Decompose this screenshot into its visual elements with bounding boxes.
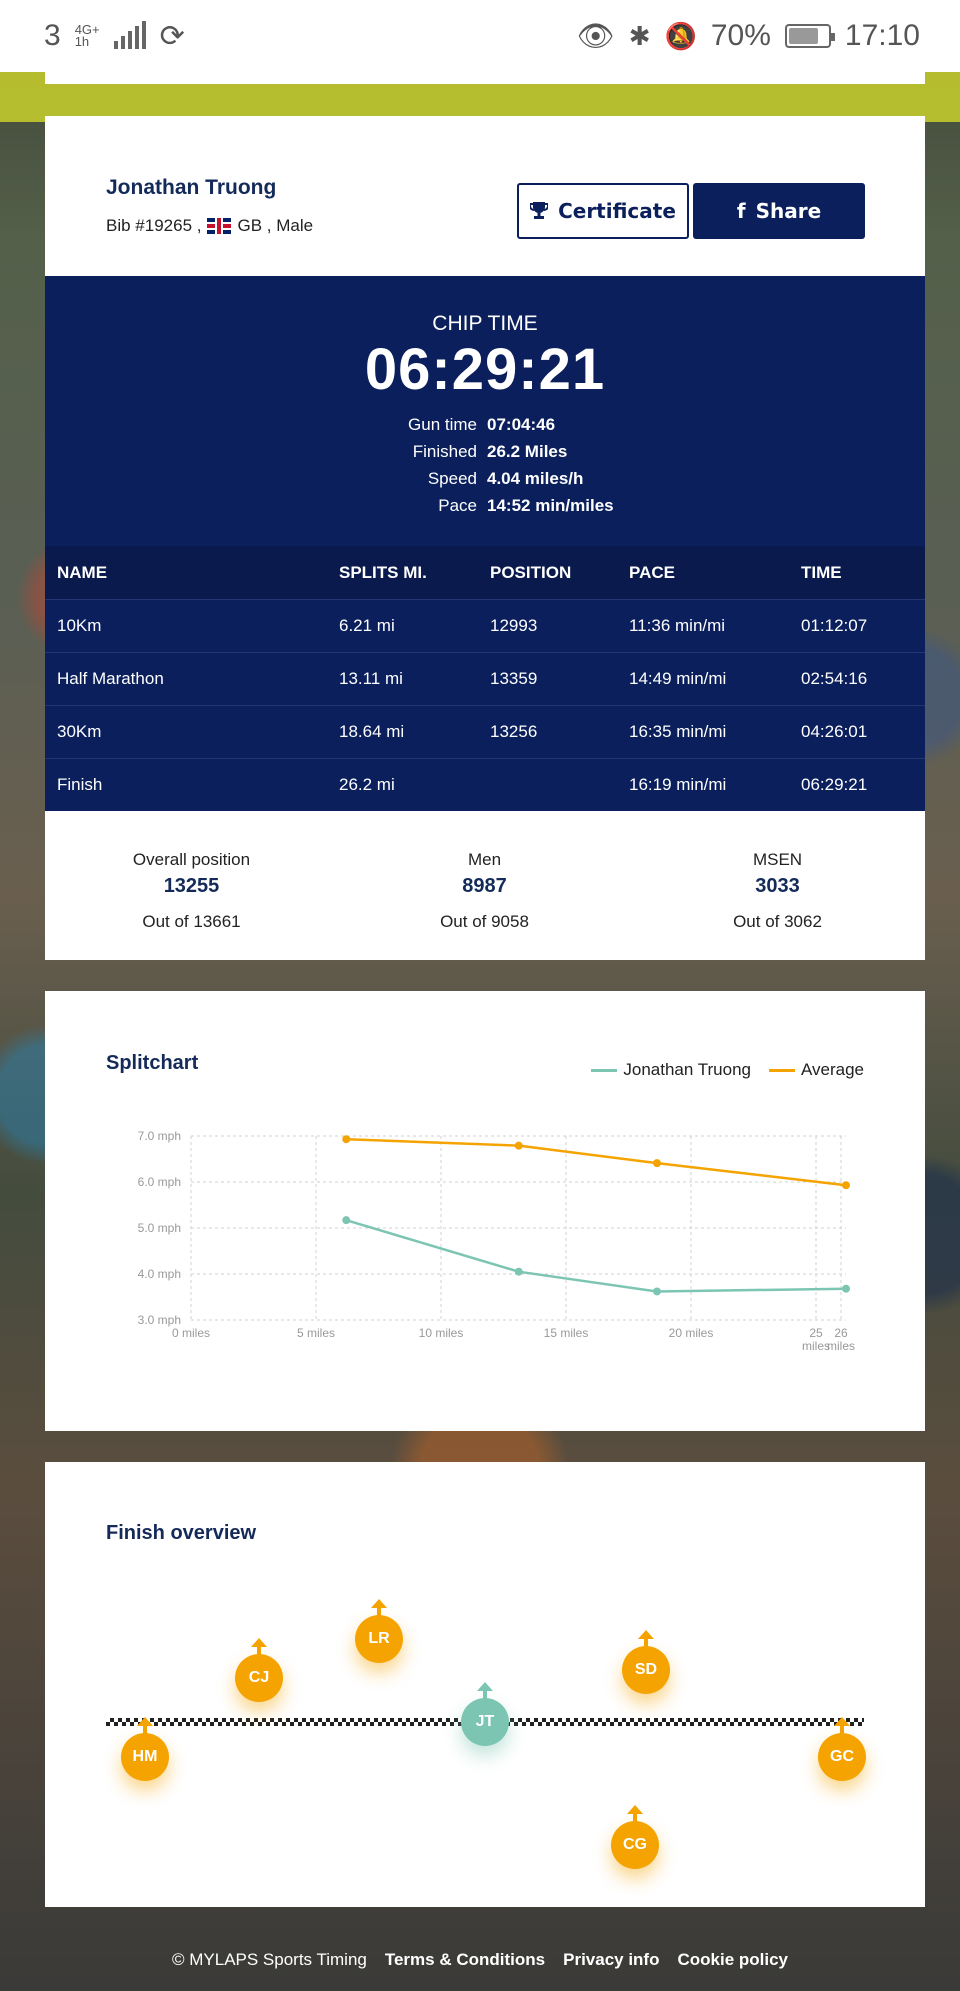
splits-table: NAME SPLITS MI. POSITION PACE TIME 10Km 6… [45,546,925,811]
runner-country-gender: GB , Male [237,216,314,235]
marker-arrow-icon [477,1682,493,1691]
chip-time-panel: CHIP TIME 06:29:21 Gun time 07:04:46 Fini… [45,276,925,546]
bib-number: Bib #19265 , [106,216,202,235]
splitchart-card: Splitchart Jonathan Truong Average 3.0 m… [45,991,925,1431]
marker-arrow-icon [627,1805,643,1814]
data-point [842,1284,850,1293]
sync-icon: ⟳ [159,19,185,53]
signal-icon [113,21,146,49]
chart-legend: Jonathan Truong Average [591,1060,864,1080]
result-card: Jonathan Truong Bib #19265 , GB , Male C… [45,116,925,960]
marker-stem [483,1689,487,1705]
table-row: Finish 26.2 mi 16:19 min/mi 06:29:21 [45,758,925,811]
x-tick-label: 15 miles [544,1326,589,1340]
table-row: Half Marathon 13.11 mi 13359 14:49 min/mi 02… [45,652,925,705]
previous-card-edge [45,72,925,84]
marker-arrow-icon [251,1638,267,1647]
y-tick-label: 3.0 mph [138,1313,181,1327]
x-tick-label: 26 [834,1326,848,1340]
splits-header: NAME SPLITS MI. POSITION PACE TIME [45,546,925,599]
chip-time-label: CHIP TIME [432,312,538,335]
x-tick-label: 20 miles [669,1326,714,1340]
runner-marker-cg[interactable]: CG [611,1821,659,1869]
marker-stem [644,1637,648,1653]
chip-time-value: 06:29:21 [364,337,606,402]
x-tick-label-unit: miles [827,1339,855,1353]
trophy-icon [530,202,549,219]
table-row: 10Km 6.21 mi 12993 11:36 min/mi 01:12:07 [45,599,925,652]
data-point [514,1141,523,1150]
marker-arrow-icon [834,1717,850,1726]
data-point [653,1287,661,1296]
legend-item-runner[interactable]: Jonathan Truong [591,1060,751,1080]
carrier-label: 3 [44,19,61,52]
x-tick-label: 10 miles [419,1326,464,1340]
mute-icon: 🔕 [664,20,697,51]
certificate-button[interactable]: Certificate [517,183,689,239]
runner-meta: Bib #19265 , GB , Male [106,216,313,236]
status-bar: 3 4G+ 1h ⟳ 👁 ✱ 🔕 70% 17:10 [0,0,960,72]
cookie-link[interactable]: Cookie policy [677,1950,789,1969]
x-tick-label-unit: miles [802,1339,830,1353]
battery-icon [784,24,835,48]
splitchart-title: Splitchart [106,1052,199,1074]
finished-row: Finished 26.2 Miles [412,442,568,461]
runner-marker-cj[interactable]: CJ [235,1654,283,1702]
category-position: MSEN 3033 Out of 3062 [733,850,822,931]
copyright: © MYLAPS Sports Timing [171,1950,367,1969]
marker-arrow-icon [638,1630,654,1639]
terms-link[interactable]: Terms & Conditions [384,1950,546,1969]
battery-percent: 70% [710,19,771,52]
uk-flag-icon [207,218,232,234]
network-type: 4G+ 1h [74,22,100,49]
series-line [345,1218,847,1293]
table-row: 30Km 18.64 mi 13256 16:35 min/mi 04:26:01 [45,705,925,758]
y-tick-label: 5.0 mph [138,1221,181,1235]
series-line [346,1137,847,1187]
y-tick-label: 6.0 mph [138,1175,181,1189]
marker-stem [840,1724,844,1740]
marker-stem [377,1606,381,1622]
marker-arrow-icon [371,1599,387,1608]
runner-marker-jt[interactable]: JT [461,1698,509,1746]
x-tick-label: 0 miles [172,1326,210,1340]
facebook-icon: f [736,199,746,223]
clock: 17:10 [844,19,920,52]
marker-arrow-icon [137,1717,153,1726]
bluetooth-icon: ✱ [628,20,651,51]
y-tick-label: 7.0 mph [138,1129,181,1143]
finish-overview-card: Finish overview HM CJ LR JT SD CG GC [45,1462,925,1907]
data-point [653,1159,661,1168]
overall-position: Overall position 13255 Out of 13661 [132,850,251,931]
runner-marker-hm[interactable]: HM [121,1733,169,1781]
speed-row: Speed 4.04 miles/h [427,469,584,488]
privacy-link[interactable]: Privacy info [563,1950,660,1969]
share-button[interactable]: f Share [693,183,865,239]
data-point [342,1135,351,1144]
marker-stem [257,1645,261,1661]
finish-overview-title: Finish overview [106,1522,257,1544]
x-tick-label: 5 miles [297,1326,335,1340]
gun-time-row: Gun time 07:04:46 [408,415,556,434]
data-point [842,1181,850,1190]
splitchart-plot: 3.0 mph 4.0 mph 5.0 mph 6.0 mph 7.0 mph 0 mil… [138,1129,855,1353]
pace-row: Pace 14:52 min/miles [438,496,614,515]
marker-stem [143,1724,147,1740]
eye-icon: 👁 [576,19,615,53]
data-point [342,1216,351,1225]
marker-stem [633,1812,637,1828]
runner-marker-sd[interactable]: SD [622,1646,670,1694]
runner-marker-gc[interactable]: GC [818,1733,866,1781]
footer: © MYLAPS Sports Timing Terms & Condition… [0,1950,960,1970]
runner-name: Jonathan Truong [106,176,277,199]
data-point [514,1267,523,1276]
x-tick-label: 25 [809,1326,823,1340]
runner-marker-lr[interactable]: LR [355,1615,403,1663]
y-tick-label: 4.0 mph [138,1267,181,1281]
legend-item-average[interactable]: Average [768,1060,864,1080]
positions-summary: Overall position 13255 Out of 13661 Men … [45,820,925,932]
men-position: Men 8987 Out of 9058 [440,850,529,931]
